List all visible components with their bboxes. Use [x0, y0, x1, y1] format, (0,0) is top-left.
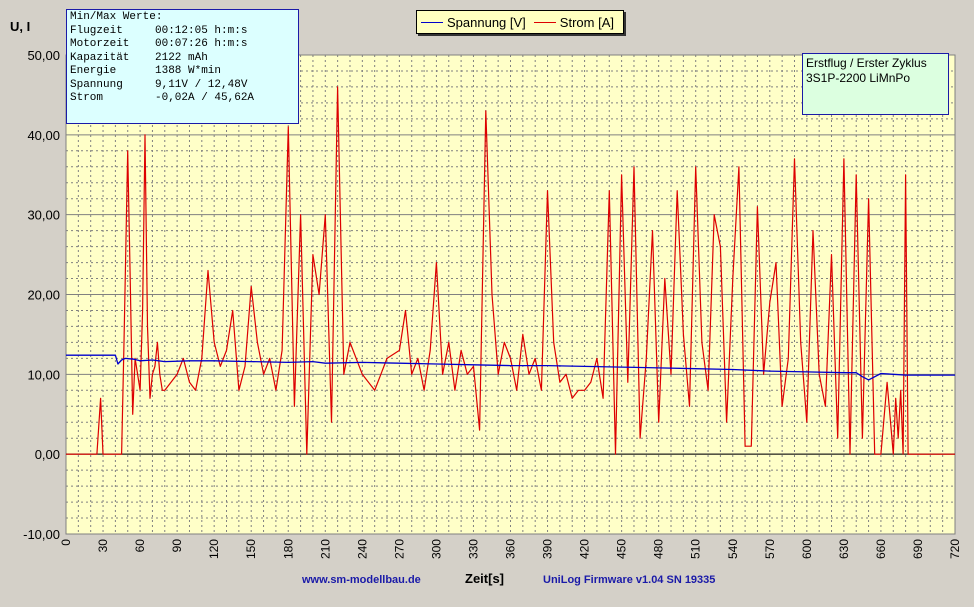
x-tick-label: 720	[948, 539, 962, 559]
x-tick-label: 180	[281, 539, 295, 559]
x-tick-label: 300	[429, 539, 443, 559]
x-tick-label: 360	[504, 539, 518, 559]
info-label: Spannung	[70, 78, 123, 91]
y-tick-label: -10,00	[23, 527, 60, 542]
legend-label-spannung: Spannung [V]	[447, 14, 526, 30]
info-value: -0,02A / 45,62A	[155, 92, 255, 104]
series-group	[66, 86, 955, 455]
x-tick-label: 390	[541, 539, 555, 559]
note-line-2: 3S1P-2200 LiMnPo	[806, 71, 911, 85]
footer-firmware: UniLog Firmware v1.04 SN 19335	[543, 574, 715, 586]
x-tick-label: 30	[96, 539, 110, 553]
y-tick-label: 20,00	[27, 288, 60, 303]
info-row-spannung: Spannung 9,11V / 12,48V	[70, 79, 295, 93]
info-row-motorzeit: Motorzeit 00:07:26 h:m:s	[70, 38, 295, 52]
x-tick-label: 330	[466, 539, 480, 559]
info-label: Kapazität	[70, 51, 130, 64]
legend-item-spannung: Spannung [V]	[421, 15, 526, 30]
x-tick-label: 630	[837, 539, 851, 559]
legend: Spannung [V] Strom [A]	[416, 10, 624, 34]
info-box: Min/Max Werte: Flugzeit 00:12:05 h:m:s Mo…	[66, 9, 299, 124]
info-value: 9,11V / 12,48V	[155, 78, 248, 91]
x-tick-label: 0	[59, 539, 73, 546]
y-tick-label: 40,00	[27, 128, 60, 143]
x-tick-label: 150	[244, 539, 258, 559]
info-label: Flugzeit	[70, 24, 123, 37]
y-axis-ticks: 50,00 40,00 30,00 20,00 10,00 0,00 -10,00	[23, 48, 60, 542]
x-tick-label: 690	[911, 539, 925, 559]
x-tick-label: 570	[763, 539, 777, 559]
x-tick-label: 60	[133, 539, 147, 553]
x-tick-label: 270	[392, 539, 406, 559]
x-tick-label: 120	[207, 539, 221, 559]
legend-swatch-spannung	[421, 21, 443, 23]
info-label: Energie	[70, 65, 117, 77]
x-tick-label: 480	[652, 539, 666, 559]
x-tick-label: 540	[726, 539, 740, 559]
x-axis-ticks: 0 30 60 90 120 150 180 210 240 270 300 330 360 390 420…	[59, 539, 962, 559]
series-line-spannung	[66, 354, 955, 381]
info-value: 00:07:26 h:m:s	[155, 38, 248, 50]
info-row-energie: Energie 1388 W*min	[70, 65, 295, 79]
legend-item-strom: Strom [A]	[533, 14, 614, 30]
footer-website: www.sm-modellbau.de	[301, 574, 421, 586]
x-tick-label: 210	[318, 539, 332, 559]
y-axis-label: U, I	[10, 19, 30, 34]
x-tick-label: 660	[874, 539, 888, 559]
info-value: 2122 mAh	[155, 51, 208, 64]
y-tick-label: 30,00	[27, 208, 60, 223]
x-tick-label: 510	[689, 539, 703, 559]
x-axis-label: Zeit[s]	[465, 571, 504, 586]
info-row-flugzeit: Flugzeit 00:12:05 h:m:s	[70, 25, 295, 39]
x-tick-label: 420	[578, 539, 592, 559]
note-line-1: Erstflug / Erster Zyklus	[806, 56, 927, 70]
info-value: 1388 W*min	[155, 65, 222, 77]
y-tick-label: 10,00	[27, 367, 60, 382]
legend-label-strom: Strom [A]	[559, 14, 614, 30]
info-row-kapazitaet: Kapazität 2122 mAh	[70, 52, 295, 66]
x-tick-label: 450	[615, 539, 629, 559]
y-tick-label: 0,00	[35, 447, 60, 462]
series-line-strom	[66, 86, 955, 455]
info-value: 00:12:05 h:m:s	[155, 24, 248, 37]
y-tick-label: 50,00	[27, 48, 60, 63]
note-box: Erstflug / Erster Zyklus 3S1P-2200 LiMnP…	[802, 53, 949, 115]
info-header: Min/Max Werte:	[70, 11, 163, 23]
info-label: Strom	[70, 92, 104, 104]
info-row-strom: Strom -0,02A / 45,62A	[70, 92, 295, 106]
x-tick-label: 240	[355, 539, 369, 559]
info-label: Motorzeit	[70, 38, 130, 50]
legend-swatch-strom	[533, 21, 556, 23]
x-tick-label: 600	[800, 539, 814, 559]
x-tick-label: 90	[170, 539, 184, 553]
